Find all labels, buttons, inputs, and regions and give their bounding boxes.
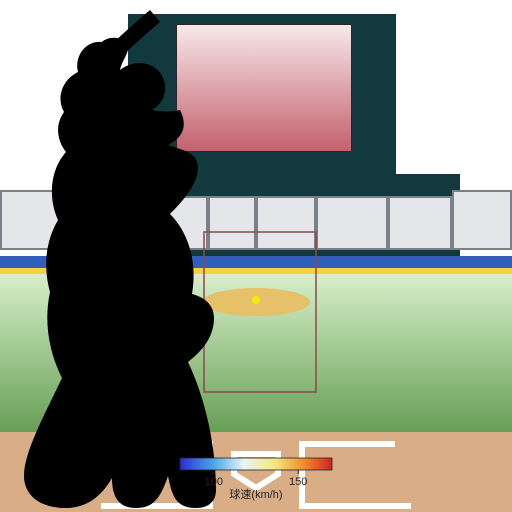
batters-box-line [302,444,408,506]
baseball-icon [252,296,260,304]
colorbar-tick-label: 100 [205,476,223,488]
overlay-svg: 100 150 球速(km/h) [0,0,512,512]
colorbar-title: 球速(km/h) [229,487,282,501]
colorbar-tick-label: 150 [289,476,307,488]
speed-colorbar [180,458,332,470]
batter-silhouette-icon [24,38,216,508]
pitch-chart-stage: 100 150 球速(km/h) [0,0,512,512]
